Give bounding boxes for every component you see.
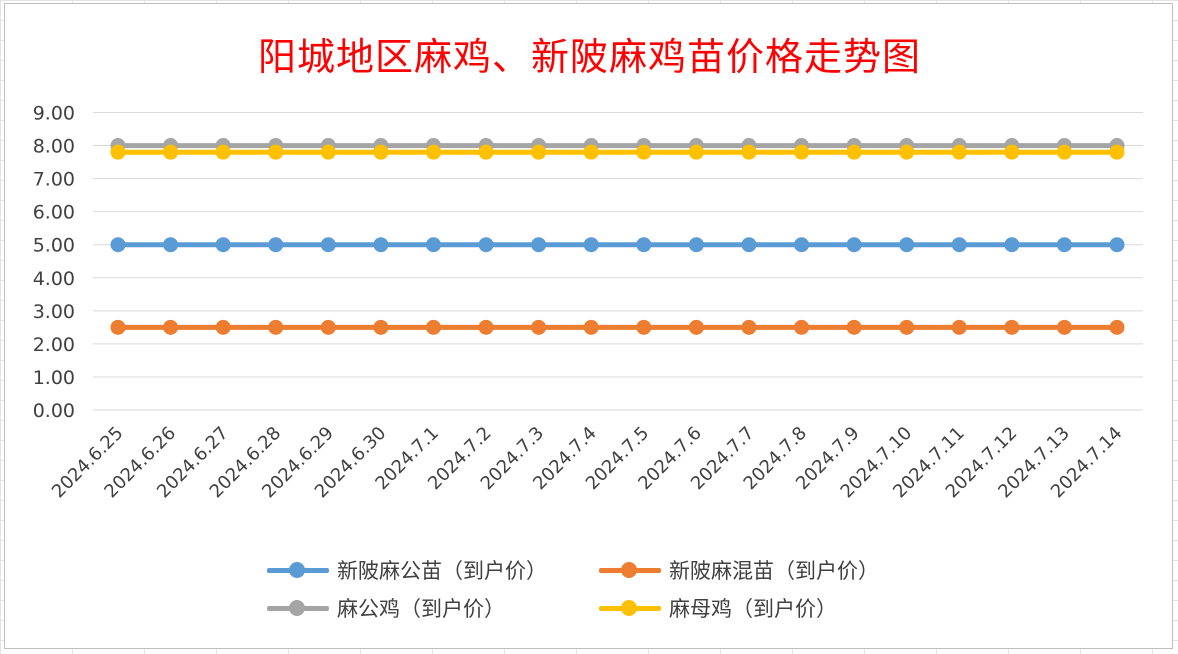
data-point (899, 319, 915, 335)
legend-swatch (599, 598, 661, 618)
data-point (1056, 237, 1072, 253)
series-points (110, 138, 1125, 335)
y-tick-label: 7.00 (33, 169, 75, 191)
data-point (899, 237, 915, 253)
legend-swatch (267, 598, 329, 618)
legend-item: 新陂麻公苗（到户价） (267, 556, 599, 584)
legend-item: 新陂麻混苗（到户价） (599, 556, 929, 584)
data-point (1004, 144, 1020, 160)
data-point (636, 237, 652, 253)
data-point (951, 319, 967, 335)
data-point (320, 237, 336, 253)
legend-label: 新陂麻公苗（到户价） (337, 559, 547, 583)
chart-area[interactable]: 阳城地区麻鸡、新陂麻鸡苗价格走势图 0.00 1.00 2.00 3.00 4.00 5.… (4, 3, 1173, 649)
data-point (478, 319, 494, 335)
legend: 新陂麻公苗（到户价） 新陂麻混苗（到户价） 麻公鸡（到户价） 麻母鸡（到户价） (267, 556, 967, 622)
data-point (425, 237, 441, 253)
legend-label: 麻母鸡（到户价） (669, 597, 837, 621)
y-tick-label: 6.00 (33, 202, 75, 224)
data-point (110, 237, 126, 253)
data-point (794, 144, 810, 160)
data-point (1004, 237, 1020, 253)
data-point (425, 319, 441, 335)
data-point (846, 144, 862, 160)
data-point (1109, 237, 1125, 253)
legend-swatch (267, 560, 329, 580)
legend-swatch (599, 560, 661, 580)
y-tick-label: 2.00 (33, 334, 75, 356)
data-point (688, 144, 704, 160)
data-point (110, 144, 126, 160)
legend-label: 新陂麻混苗（到户价） (669, 559, 879, 583)
data-point (163, 237, 179, 253)
data-point (478, 144, 494, 160)
y-tick-label: 5.00 (33, 235, 75, 257)
data-point (163, 144, 179, 160)
data-point (794, 237, 810, 253)
data-point (110, 319, 126, 335)
data-point (583, 237, 599, 253)
data-point (1056, 144, 1072, 160)
gridlines (93, 112, 1143, 411)
data-point (320, 319, 336, 335)
data-point (268, 144, 284, 160)
data-point (741, 237, 757, 253)
y-tick-label: 9.00 (33, 103, 75, 125)
data-point (1056, 319, 1072, 335)
data-point (215, 319, 231, 335)
data-point (531, 319, 547, 335)
data-point (531, 237, 547, 253)
y-axis-tick-labels: 0.00 1.00 2.00 3.00 4.00 5.00 6.00 7.00 8.00 9.00 (33, 103, 75, 423)
data-point (373, 319, 389, 335)
data-point (320, 144, 336, 160)
data-point (741, 319, 757, 335)
y-tick-label: 3.00 (33, 301, 75, 323)
data-point (794, 319, 810, 335)
data-point (688, 237, 704, 253)
data-point (163, 319, 179, 335)
data-point (951, 144, 967, 160)
data-point (531, 144, 547, 160)
y-tick-label: 4.00 (33, 268, 75, 290)
y-tick-label: 8.00 (33, 136, 75, 158)
legend-item: 麻母鸡（到户价） (599, 594, 929, 622)
data-point (951, 237, 967, 253)
data-point (425, 144, 441, 160)
data-point (846, 237, 862, 253)
x-axis-tick-labels: 2024.6.252024.6.262024.6.272024.6.282024… (48, 423, 1127, 503)
data-point (215, 144, 231, 160)
data-point (688, 319, 704, 335)
y-tick-label: 0.00 (33, 400, 75, 422)
data-point (373, 237, 389, 253)
data-point (373, 144, 389, 160)
data-point (899, 144, 915, 160)
legend-item: 麻公鸡（到户价） (267, 594, 599, 622)
series-lines (115, 143, 1120, 330)
data-point (478, 237, 494, 253)
data-point (268, 237, 284, 253)
y-tick-label: 1.00 (33, 367, 75, 389)
data-point (268, 319, 284, 335)
data-point (846, 319, 862, 335)
data-point (1109, 319, 1125, 335)
data-point (583, 144, 599, 160)
data-point (215, 237, 231, 253)
legend-label: 麻公鸡（到户价） (337, 597, 505, 621)
data-point (741, 144, 757, 160)
data-point (636, 144, 652, 160)
plot-area: 0.00 1.00 2.00 3.00 4.00 5.00 6.00 7.00 8.00 9.00… (33, 103, 1143, 503)
data-point (583, 319, 599, 335)
data-point (1109, 144, 1125, 160)
chart-title: 阳城地区麻鸡、新陂麻鸡苗价格走势图 (257, 35, 921, 79)
data-point (636, 319, 652, 335)
data-point (1004, 319, 1020, 335)
